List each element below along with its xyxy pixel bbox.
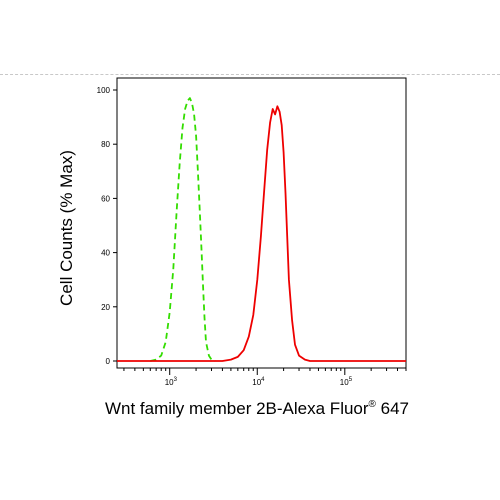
x-axis-label-suffix: 647 (376, 399, 409, 418)
y-tick-label: 0 (106, 357, 111, 366)
top-divider-line (0, 74, 500, 75)
y-axis-label: Cell Counts (% Max) (57, 150, 76, 306)
x-tick-label: 105 (340, 377, 353, 387)
sample-histogram-line (117, 105, 406, 362)
x-axis-label-main: Wnt family member 2B-Alexa Fluor (105, 399, 369, 418)
plot-frame (116, 77, 407, 369)
y-tick-label: 80 (101, 140, 110, 149)
y-tick-label: 20 (101, 303, 110, 312)
x-tick-label: 103 (165, 377, 178, 387)
y-tick-label: 40 (101, 249, 110, 258)
y-tick-label: 100 (97, 86, 111, 95)
control-histogram-line (150, 97, 216, 362)
x-tick-label: 104 (252, 377, 265, 387)
x-axis-label: Wnt family member 2B-Alexa Fluor® 647 (105, 399, 409, 418)
y-tick-label: 60 (101, 194, 110, 203)
x-axis-label-superscript: ® (369, 399, 377, 410)
